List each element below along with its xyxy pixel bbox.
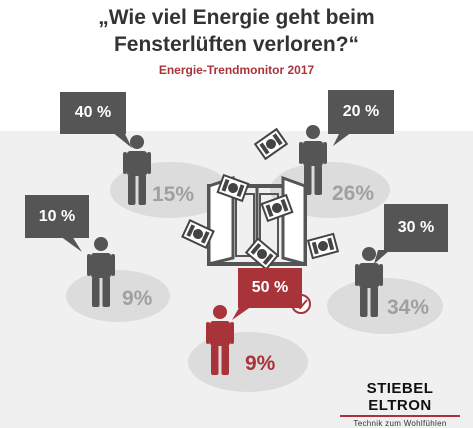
answer-bubble-40: 40 % (60, 92, 126, 134)
bubble-tail (333, 132, 352, 146)
brand-name: STIEBEL ELTRON (366, 380, 434, 414)
brand-tagline: Technik zum Wohlfühlen (353, 419, 447, 428)
bubble-tail (374, 250, 390, 264)
ellipse-30 (327, 278, 443, 334)
title-line-1: „Wie viel Energie geht beim (98, 6, 375, 29)
brand-underline (340, 415, 460, 417)
money-bill-icon (254, 128, 288, 160)
money-bill-icon (307, 232, 339, 260)
share-30: 34% (387, 296, 430, 319)
share-50: 9% (245, 352, 276, 375)
subtitle: Energie-Trendmonitor 2017 (158, 63, 315, 77)
bubble-tail (60, 236, 82, 252)
answer-bubble-30: 30 % (384, 204, 448, 252)
answer-bubble-20: 20 % (328, 90, 394, 134)
bubble-tail (112, 132, 132, 148)
answer-bubble-10: 10 % (25, 195, 89, 238)
title: „Wie viel Energie geht beim Fensterlüfte… (0, 4, 473, 58)
brand-logo: STIEBEL ELTRON Technik zum Wohlfühlen (340, 380, 460, 428)
ellipse-10 (66, 270, 170, 322)
answer-bubble-50: 50 % (238, 268, 302, 308)
share-10: 9% (122, 287, 153, 310)
share-40: 15% (152, 183, 195, 206)
bubble-tail (232, 306, 252, 320)
share-20: 26% (332, 182, 375, 205)
title-line-2: Fensterlüften verloren?“ (113, 33, 360, 56)
